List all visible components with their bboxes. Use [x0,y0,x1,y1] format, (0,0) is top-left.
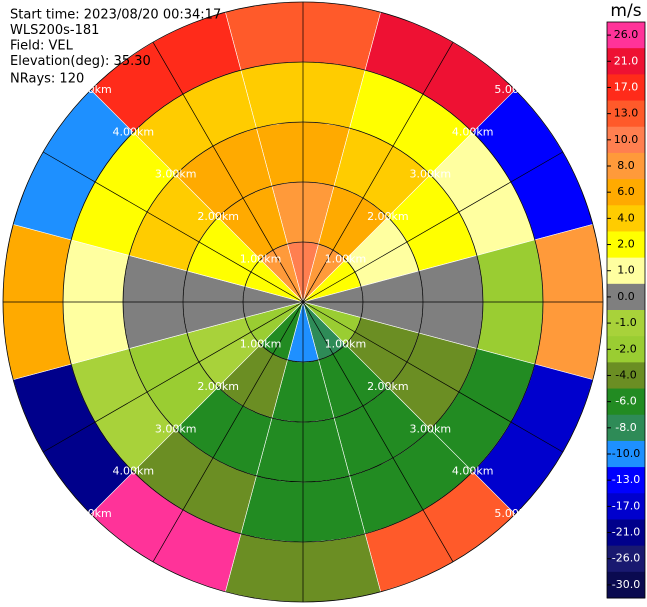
colorbar-label: -26.0 [612,552,640,565]
colorbar-swatch [607,440,645,468]
header-line: WLS200s-181 [10,23,99,38]
spoke [302,42,454,303]
range-ring [242,241,364,363]
spoke [43,151,304,303]
colorbar-label: 1.0 [617,264,635,277]
spoke [152,301,304,562]
range-rings: 1.00km 1.00km 1.00km 1.00km 2.00km 2.00km 2.00… [2,1,604,603]
colorbar-label: 17.0 [614,80,639,93]
range-label: 5.00km [70,507,112,520]
colorbar-swatch [607,74,645,102]
range-ring [2,1,604,603]
header-line: NRays: 120 [10,72,84,87]
colorbar-label: 10.0 [614,133,639,146]
range-label: 5.00km [494,83,536,96]
colorbar-swatch [607,336,645,363]
spoke [302,151,563,303]
colorbar-swatch [607,414,645,442]
colorbar-swatch [607,257,645,285]
colorbar-swatch [607,283,645,311]
range-label: 1.00km [240,337,282,350]
colorbar-label: -4.0 [615,368,636,381]
colorbar-swatch [607,571,645,599]
range-label: 1.00km [325,253,367,266]
colorbar-label: -6.0 [615,395,636,408]
range-label: 3.00km [155,422,197,435]
spoke [302,301,454,562]
range-label: 4.00km [452,125,494,138]
colorbar-label: -2.0 [615,342,636,355]
colorbar-label: 21.0 [614,54,639,67]
colorbar-swatch [607,388,645,416]
range-ring [122,121,484,483]
colorbar-swatch [607,231,645,259]
range-label: 2.00km [367,210,409,223]
colorbar-label: -8.0 [615,421,636,434]
colorbar-label: -30.0 [612,578,640,591]
header-line: Start time: 2023/08/20 00:34:17 [10,8,221,23]
spoke [152,42,304,303]
colorbar-label: 4.0 [617,211,635,224]
range-label: 5.00km [70,83,112,96]
colorbar-swatch [607,467,645,494]
colorbar-swatch [607,22,645,49]
colorbar-swatch [607,179,645,206]
colorbar-label: 13.0 [614,107,639,120]
colorbar-swatch [607,48,645,75]
range-label: 1.00km [240,253,282,266]
colorbar-swatch [607,545,645,573]
colorbar-swatch [607,152,645,180]
colorbar-label: 6.0 [617,185,635,198]
range-label: 2.00km [367,380,409,393]
colorbar-swatch [607,493,645,520]
colorbar-label: -21.0 [612,526,640,539]
range-label: 1.00km [325,337,367,350]
colorbar-label: 8.0 [617,159,635,172]
range-ring [182,181,424,423]
colorbar-swatch [607,205,645,232]
colorbar-swatch [607,519,645,547]
colorbar-label: 26.0 [614,28,639,41]
colorbar-label: -10.0 [612,447,640,460]
colorbar-swatch [607,362,645,390]
colorbar-label: 2.0 [617,238,635,251]
header-line: Elevation(deg): 35.30 [10,54,151,69]
range-ring [62,61,544,543]
range-label: 3.00km [409,168,451,181]
header: Start time: 2023/08/20 00:34:17WLS200s-1… [10,8,221,87]
range-label: 4.00km [113,465,155,478]
spoke [302,301,563,453]
colorbar-swatch [607,100,645,128]
colorbar-label: -17.0 [612,499,640,512]
colorbar-label: 0.0 [617,290,635,303]
range-label: 4.00km [113,125,155,138]
range-label: 2.00km [197,210,239,223]
range-label: 3.00km [155,168,197,181]
colorbar: m/s 26.0 21.0 17.0 13.0 10.0 8.0 6.0 4.0 2.0 1.0 0… [606,1,646,599]
colorbar-label: -1.0 [615,316,636,329]
range-label: 5.00km [494,507,536,520]
range-label: 4.00km [452,465,494,478]
colorbar-swatch [607,126,645,154]
range-label: 3.00km [409,422,451,435]
colorbar-label: -13.0 [612,473,640,486]
range-label: 2.00km [197,380,239,393]
colorbar-swatch [607,310,645,337]
colorbar-frame [606,21,646,599]
header-line: Field: VEL [10,39,74,54]
spoke [43,301,304,453]
colorbar-title: m/s [610,1,641,21]
